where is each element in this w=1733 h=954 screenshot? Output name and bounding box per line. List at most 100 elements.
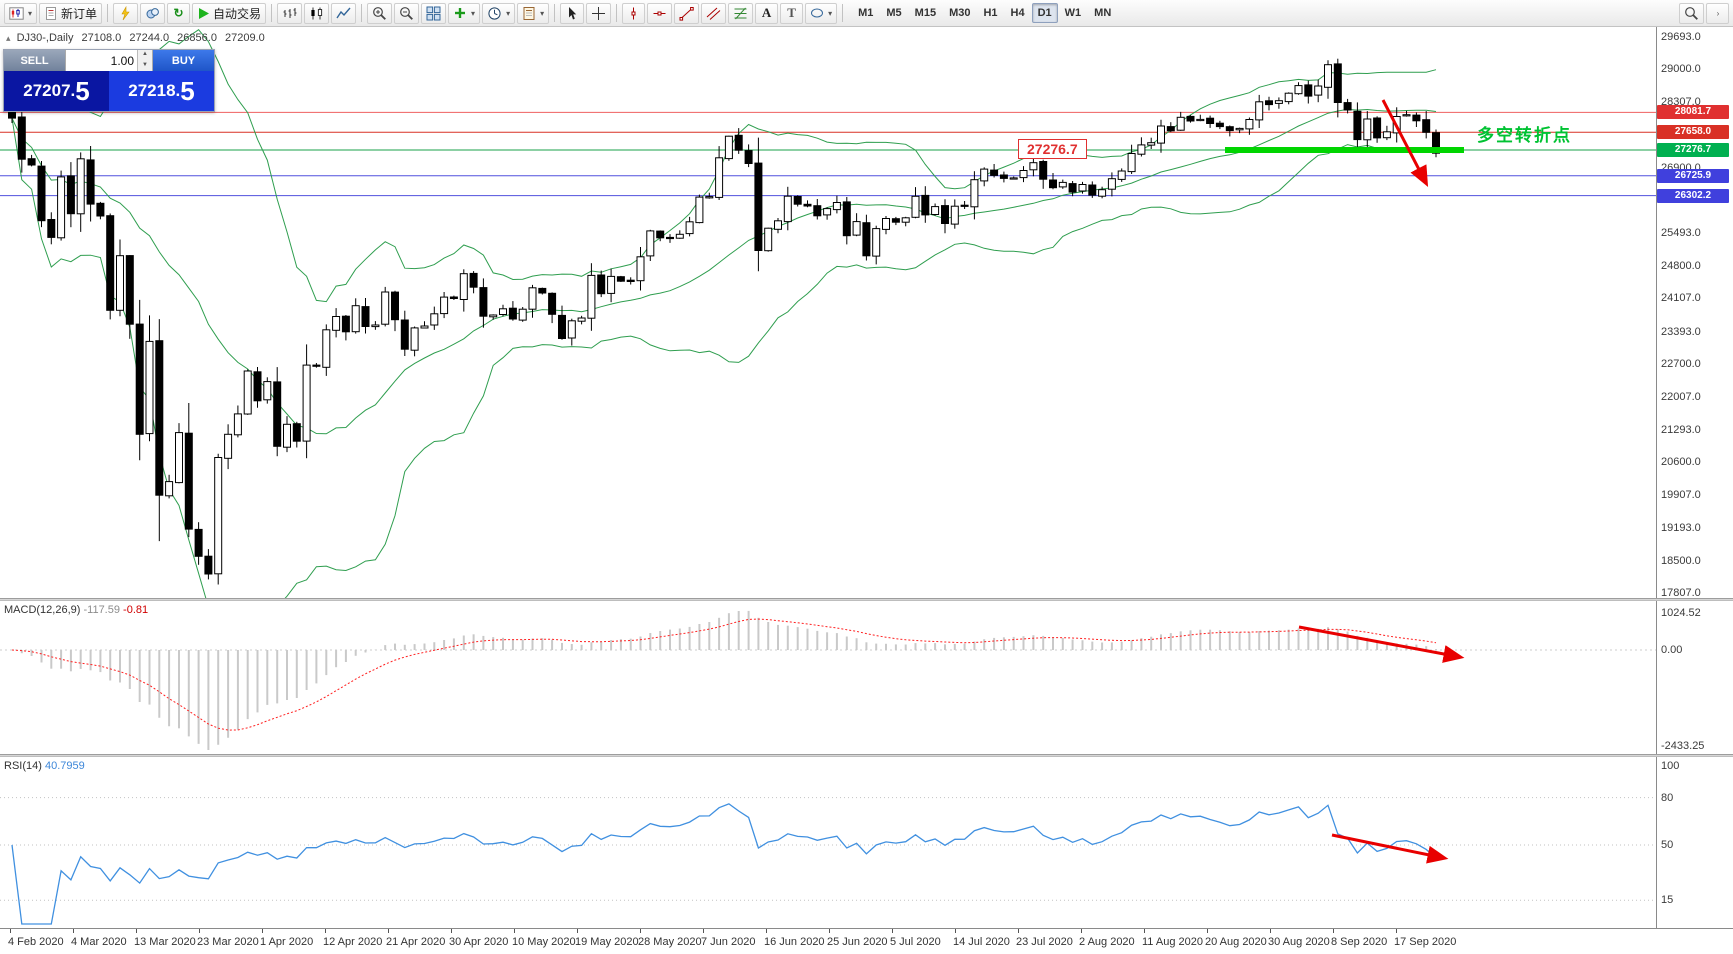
timeframe-h4-button[interactable]: H4 (1010, 7, 1025, 19)
search-button[interactable] (1679, 2, 1704, 24)
crosshair-button[interactable] (586, 2, 612, 24)
timeframe-m30-button[interactable]: M30 (949, 7, 971, 19)
zoom-out-icon (400, 6, 413, 20)
label-tool-button[interactable]: T (780, 2, 804, 24)
metaeditor-button[interactable] (113, 2, 139, 24)
time-axis-label: 2 Aug 2020 (1079, 936, 1135, 948)
timeframe-h1-button[interactable]: H1 (983, 7, 998, 19)
panel-splitter[interactable] (0, 598, 1733, 601)
vertical-line-icon (631, 7, 636, 19)
price-axis-label: 22007.0 (1661, 390, 1701, 403)
fibonacci-tool-button[interactable] (728, 2, 754, 24)
horizontal-line-tool-button[interactable] (647, 2, 673, 24)
lot-size-input[interactable] (66, 50, 137, 71)
panel-splitter[interactable] (0, 754, 1733, 757)
autotrading-button[interactable]: 自动交易 (192, 2, 267, 24)
text-tool-icon: A (761, 5, 772, 20)
time-axis-label: 20 Aug 2020 (1205, 936, 1267, 948)
toolbar-separator (616, 4, 618, 22)
zoom-out-button[interactable] (394, 2, 420, 24)
text-tool-button[interactable]: A (755, 2, 779, 24)
time-axis-tick (703, 929, 704, 933)
trendline-tool-button[interactable] (674, 2, 700, 24)
chevron-down-icon: ▾ (506, 8, 511, 18)
shapes-tool-button[interactable]: ▾ (805, 2, 838, 24)
time-axis-tick (1144, 929, 1145, 933)
time-axis-label: 25 Jun 2020 (827, 936, 888, 948)
price-axis-label: 29693.0 (1661, 31, 1701, 43)
time-axis-tick (1081, 929, 1082, 933)
timeframe-m5-button[interactable]: M5 (886, 7, 902, 19)
rsi-scale-label: 15 (1661, 894, 1674, 907)
tile-windows-button[interactable] (421, 2, 447, 24)
stepper-down-icon[interactable]: ▼ (138, 60, 152, 71)
timeframe-mn-button[interactable]: MN (1094, 7, 1112, 19)
rsi-panel[interactable] (0, 757, 1656, 928)
time-axis-tick (955, 929, 956, 933)
indicators-button[interactable]: ▾ (448, 2, 481, 24)
buy-price-main: 27218. (128, 81, 181, 100)
shapes-icon (811, 8, 824, 18)
timeframe-w1-button[interactable]: W1 (1064, 7, 1082, 19)
toolbar-overflow-button[interactable]: › (1706, 2, 1729, 24)
price-axis-border (1656, 27, 1657, 928)
chart-expand-icon[interactable]: ▴ (6, 33, 11, 43)
time-axis-label: 7 Jun 2020 (701, 936, 756, 948)
timeframe-d1-button[interactable]: D1 (1031, 3, 1058, 23)
price-badge: 26302.2 (1657, 188, 1729, 203)
line-chart-button[interactable] (331, 2, 357, 24)
time-axis-tick (1207, 929, 1208, 933)
price-axis-label: 24107.0 (1661, 292, 1701, 305)
time-axis-label: 23 Mar 2020 (197, 936, 259, 948)
stepper-up-icon[interactable]: ▲ (138, 50, 152, 61)
price-flag-label[interactable]: 27276.7 (1018, 139, 1087, 160)
time-axis-label: 13 Mar 2020 (134, 936, 196, 948)
time-axis-tick (10, 929, 11, 933)
periods-button[interactable]: ▾ (482, 2, 516, 24)
bar-chart-button[interactable] (277, 2, 303, 24)
turning-point-label[interactable]: 多空转折点 (1477, 126, 1572, 145)
rsi-info-label: RSI(14) 40.7959 (4, 760, 85, 772)
play-icon (199, 7, 210, 19)
channel-tool-button[interactable] (701, 2, 727, 24)
sell-price-button[interactable]: 27207. 5 (4, 71, 109, 111)
one-click-trading-widget: SELL ▲ ▼ BUY 27207. 5 27218. 5 (3, 49, 215, 112)
new-chart-button[interactable]: ▾ (4, 2, 38, 24)
rsi-value: 40.7959 (44, 760, 85, 772)
timeframe-bar: M1 M5 M15 M30 H1 H4 D1 W1 MN (852, 3, 1117, 23)
zoom-in-icon (373, 6, 386, 20)
toolbar-separator (271, 4, 273, 22)
zoom-in-button[interactable] (367, 2, 393, 24)
main-chart[interactable] (0, 27, 1656, 598)
sell-button[interactable]: SELL (4, 50, 65, 71)
price-axis-label: 17807.0 (1661, 587, 1701, 599)
timeframe-m15-button[interactable]: M15 (914, 7, 937, 19)
templates-button[interactable]: ▾ (517, 2, 550, 24)
toolbar-separator (842, 4, 844, 22)
time-axis-label: 19 May 2020 (575, 936, 639, 948)
buy-price-button[interactable]: 27218. 5 (109, 71, 214, 111)
time-axis-tick (136, 929, 137, 933)
cursor-icon (569, 6, 577, 19)
candlestick-chart-button[interactable] (304, 2, 330, 24)
new-order-button[interactable]: 新订单 (39, 2, 103, 24)
vertical-line-tool-button[interactable] (622, 2, 646, 24)
chart-window-icon (9, 6, 24, 20)
timeframe-m1-button[interactable]: M1 (858, 7, 874, 19)
time-axis-tick (262, 929, 263, 933)
buy-button[interactable]: BUY (153, 50, 214, 71)
chart-symbol-label: DJ30-,Daily (16, 32, 74, 44)
toolbar-separator (554, 4, 556, 22)
market-button[interactable] (140, 2, 166, 24)
time-axis-label: 23 Jul 2020 (1016, 936, 1073, 948)
time-axis-tick (451, 929, 452, 933)
cursor-button[interactable] (560, 2, 585, 24)
line-chart-icon (336, 7, 351, 18)
lightning-icon (121, 5, 130, 20)
time-axis-tick (1396, 929, 1397, 933)
time-axis[interactable]: 4 Feb 2020 4 Mar 2020 13 Mar 2020 23 Mar 20… (0, 928, 1733, 954)
tile-windows-icon (426, 6, 441, 20)
time-axis-label: 28 May 2020 (638, 936, 702, 948)
macd-panel[interactable] (0, 601, 1656, 754)
refresh-button[interactable]: ↻ (167, 2, 191, 24)
